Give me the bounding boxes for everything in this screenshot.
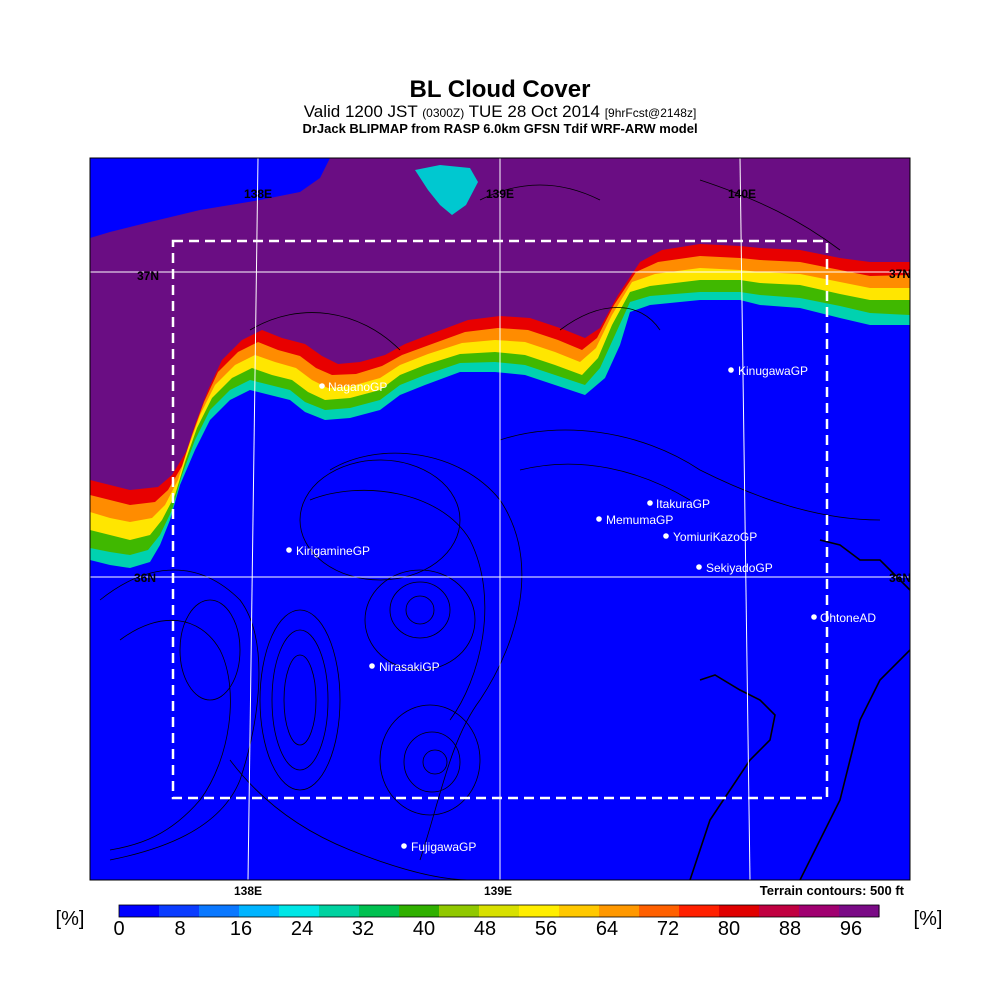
site-fujigawa: FujigawaGP [401,840,476,854]
colorbar-tick-label: 8 [174,918,185,940]
colorbar-swatch [479,905,520,917]
colorbar-tick-label: 24 [291,918,313,940]
site-label: KirigamineGP [296,544,370,558]
site-nagano: NaganoGP [319,380,387,394]
map-frame [89,157,911,881]
lat-label-36n-right: 36N [889,571,911,585]
terrain-contours [99,179,881,880]
clear-pocket-northwest [90,158,330,238]
colorbar-swatch [839,905,880,917]
site-sekiyado: SekiyadoGP [696,561,773,575]
map-field: 138E 139E 140E 37N 37N 36N 36N NaganoGP … [90,158,911,880]
colorbar-swatch [719,905,760,917]
colorbar-swatch [199,905,240,917]
site-label: NirasakiGP [379,660,440,674]
colorbar-tick-label: 40 [413,918,435,940]
colorbar-swatch [799,905,840,917]
coastline [689,539,910,880]
colorbar-tick-label: 80 [718,918,740,940]
site-yomiurikazo: YomiuriKazoGP [663,530,757,544]
lon-label-138e-top: 138E [244,187,272,201]
colorbar-tick-label: 64 [596,918,618,940]
utc-time: (0300Z) [422,106,465,120]
colorbar-swatch [559,905,600,917]
site-itakura: ItakuraGP [647,497,710,511]
colorbar-swatch [679,905,720,917]
colorbar-tick-label: 48 [474,918,496,940]
colorbar-frame [118,904,880,918]
latlon-grid [90,158,910,880]
lon-label-139e-bottom: 139E [484,884,512,898]
site-label: NaganoGP [328,380,387,394]
forecast-info: [9hrFcst@2148z] [604,106,697,120]
colorbar-swatch [279,905,320,917]
colorbar-swatch [239,905,280,917]
site-label: YomiuriKazoGP [673,530,757,544]
colorbar-swatch [439,905,480,917]
site-kirigamine: KirigamineGP [286,544,370,558]
colorbar-swatch [319,905,360,917]
colorbar-tick-label: 0 [113,918,124,940]
site-label: OhtoneAD [820,611,876,625]
colorbar-swatch [119,905,160,917]
valid-time: Valid 1200 JST [303,102,418,121]
colorbar-swatch [759,905,800,917]
valid-date: TUE 28 Oct 2014 [468,102,600,121]
site-memuma: MemumaGP [596,513,673,527]
site-label: SekiyadoGP [706,561,773,575]
colorbar-swatch [399,905,440,917]
colorbar-unit-left: [%] [56,908,85,930]
colorbar-swatch [639,905,680,917]
lon-label-139e-top: 139E [486,187,514,201]
colorbar-tick-label: 96 [840,918,862,940]
colorbar-swatch [359,905,400,917]
site-label: FujigawaGP [411,840,476,854]
colorbar-ticks: 0 8 16 24 32 40 48 56 64 72 80 88 96 [113,918,862,940]
valid-time-line: Valid 1200 JST (0300Z) TUE 28 Oct 2014 [… [0,102,1000,122]
colorbar-swatch [519,905,560,917]
colorbar-swatch [159,905,200,917]
inner-domain-box [171,239,829,800]
model-source: DrJack BLIPMAP from RASP 6.0km GFSN Tdif… [302,121,698,136]
colorbar-tick-label: 16 [230,918,252,940]
site-ohtone: OhtoneAD [811,611,876,625]
lon-label-140e-top: 140E [728,187,756,201]
lon-label-138e-bottom: 138E [234,884,262,898]
site-label: MemumaGP [606,513,673,527]
colorbar-swatch [599,905,640,917]
chart-title: BL Cloud Cover [409,76,591,103]
colorbar-tick-label: 72 [657,918,679,940]
site-label: ItakuraGP [656,497,710,511]
colorbar-unit-right: [%] [914,908,943,930]
site-kinugawa: KinugawaGP [728,364,808,378]
colorbar [119,905,880,917]
lat-label-37n-left: 37N [137,269,159,283]
site-nirasaki: NirasakiGP [369,660,440,674]
colorbar-tick-label: 56 [535,918,557,940]
colorbar-tick-label: 32 [352,918,374,940]
colorbar-tick-label: 88 [779,918,801,940]
clear-pocket-north [415,165,478,215]
lat-label-37n-right: 37N [889,267,911,281]
lat-label-36n-left: 36N [134,571,156,585]
terrain-contour-note: Terrain contours: 500 ft [760,883,905,898]
site-label: KinugawaGP [738,364,808,378]
